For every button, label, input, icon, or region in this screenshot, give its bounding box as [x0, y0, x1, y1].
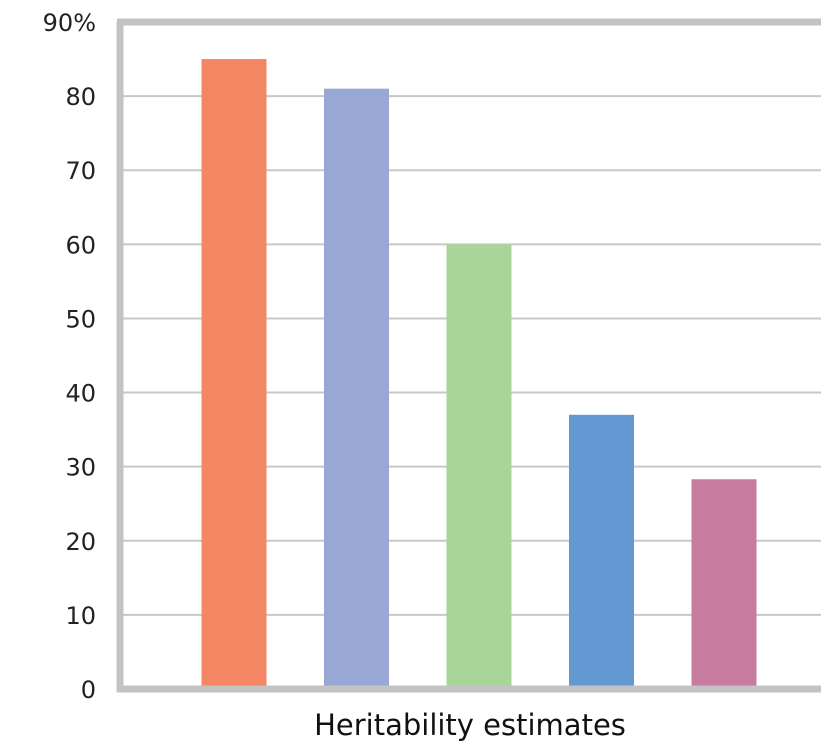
y-tick-label-20: 20: [65, 528, 96, 556]
bar-3: [446, 244, 512, 690]
y-tick-label-0: 0: [81, 676, 96, 704]
y-tick-label-40: 40: [65, 380, 96, 408]
y-tick-label-10: 10: [65, 602, 96, 630]
y-tick-label-90: 90%: [43, 9, 96, 37]
bar-5: [691, 479, 757, 689]
bar-4: [569, 414, 634, 689]
y-tick-label-50: 50: [65, 305, 96, 333]
y-tick-labels: 0 10 20 30 40 50 60 70 80 90%: [43, 9, 96, 704]
y-tick-label-30: 30: [65, 454, 96, 482]
bar-2: [324, 88, 389, 689]
y-tick-label-70: 70: [65, 157, 96, 185]
bar-1: [201, 59, 267, 690]
x-axis-label: Heritability estimates: [314, 708, 626, 742]
bars: [201, 59, 757, 690]
y-tick-label-80: 80: [65, 83, 96, 111]
axes: [116, 18, 821, 693]
y-tick-label-60: 60: [65, 231, 96, 259]
